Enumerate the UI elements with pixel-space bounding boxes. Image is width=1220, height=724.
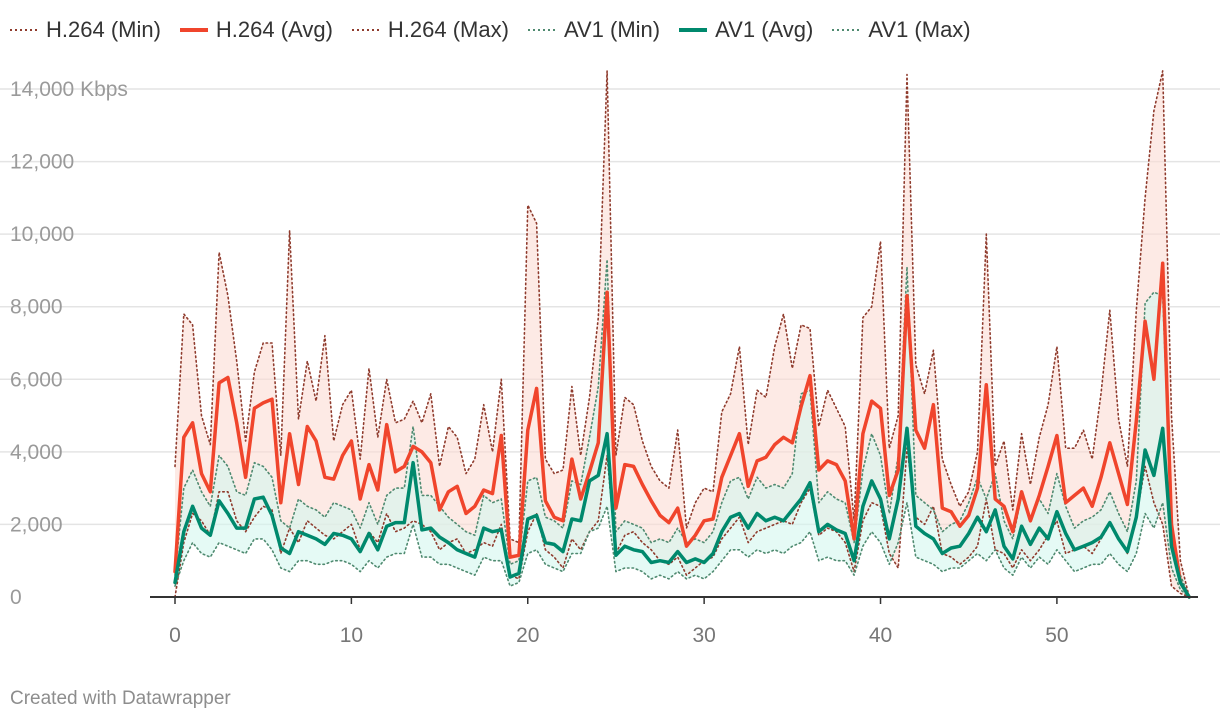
x-tick-label: 50 bbox=[1045, 624, 1068, 647]
av1-min-line bbox=[174, 501, 1190, 598]
legend-swatch-av1-min bbox=[527, 29, 556, 31]
series-lines bbox=[173, 70, 1191, 599]
legend-item-h264-min: H.264 (Min) bbox=[10, 17, 161, 43]
h264-avg-line bbox=[173, 261, 1191, 599]
legend-swatch-h264-avg bbox=[179, 28, 208, 32]
h264-range-band bbox=[175, 70, 1190, 597]
legend: H.264 (Min) H.264 (Avg) H.264 (Max) AV1 … bbox=[10, 14, 990, 46]
x-tick-label: 10 bbox=[340, 624, 363, 647]
legend-item-av1-min: AV1 (Min) bbox=[527, 17, 661, 43]
y-tick-label: 12,000 bbox=[10, 151, 74, 174]
av1-avg-line bbox=[173, 426, 1191, 599]
y-tick-label: 8,000 bbox=[10, 296, 63, 319]
y-tick-label: 4,000 bbox=[10, 441, 63, 464]
av1-max-line bbox=[174, 258, 1190, 598]
x-tick-label: 20 bbox=[516, 624, 539, 647]
y-tick-labels: 0 2,000 4,000 6,000 8,000 10,000 12,000 14,000 … bbox=[10, 78, 128, 609]
x-axis bbox=[150, 596, 1198, 604]
x-tick-label: 0 bbox=[169, 624, 181, 647]
av1-range-band bbox=[175, 259, 1190, 597]
y-tick-label: 10,000 bbox=[10, 223, 74, 246]
x-tick-label: 30 bbox=[692, 624, 715, 647]
legend-label: H.264 (Avg) bbox=[215, 17, 333, 42]
legend-label: AV1 (Avg) bbox=[715, 17, 814, 42]
h264-max-line bbox=[174, 70, 1190, 598]
legend-swatch-av1-avg bbox=[679, 28, 708, 32]
legend-item-h264-avg: H.264 (Avg) bbox=[179, 17, 333, 43]
y-tick-label: 6,000 bbox=[10, 368, 63, 391]
x-tick-labels: 0 10 20 30 40 50 bbox=[169, 624, 1068, 647]
range-bands bbox=[175, 70, 1190, 597]
y-tick-label: 0 bbox=[10, 586, 22, 609]
legend-swatch-h264-min bbox=[10, 29, 38, 31]
legend-label: AV1 (Max) bbox=[868, 17, 971, 42]
legend-item-av1-avg: AV1 (Avg) bbox=[679, 17, 813, 43]
legend-swatch-av1-max bbox=[832, 29, 861, 31]
legend-label: H.264 (Max) bbox=[387, 17, 509, 42]
legend-item-h264-max: H.264 (Max) bbox=[351, 17, 509, 43]
y-tick-label: 2,000 bbox=[10, 513, 63, 536]
legend-label: H.264 (Min) bbox=[46, 17, 161, 42]
credit-text: Created with Datawrapper bbox=[10, 688, 231, 709]
legend-item-av1-max: AV1 (Max) bbox=[832, 17, 971, 43]
legend-swatch-h264-max bbox=[351, 29, 380, 31]
h264-min-line bbox=[174, 447, 1190, 598]
legend-label: AV1 (Min) bbox=[563, 17, 661, 42]
x-tick-label: 40 bbox=[869, 624, 892, 647]
y-tick-label: 14,000 Kbps bbox=[10, 78, 128, 101]
